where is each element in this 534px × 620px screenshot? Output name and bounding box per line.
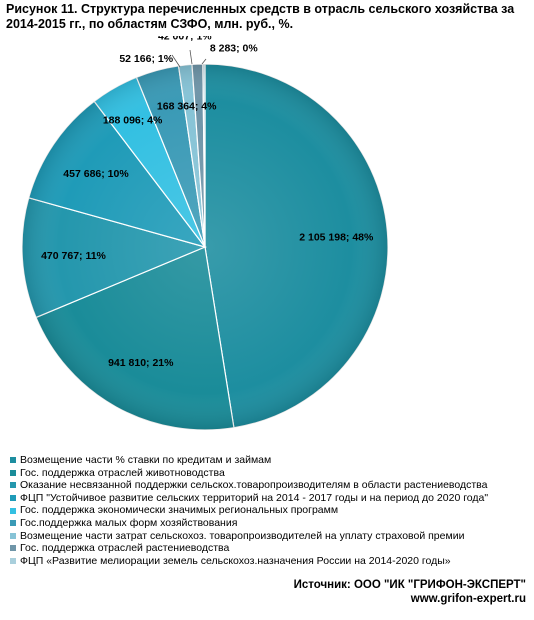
pie-slice-1 [204, 63, 389, 429]
legend-label-7: Возмещение части затрат сельскохоз. това… [20, 529, 465, 542]
pie-slice-label-7: 52 166; 1% [119, 53, 173, 65]
chart-title: Рисунок 11. Структура перечисленных сред… [6, 2, 526, 32]
legend-item-6: Гос.поддержка малых форм хозяйствования [10, 517, 530, 530]
legend-swatch-6 [10, 520, 16, 527]
legend-item-1: Возмещение части % ставки по кредитам и … [10, 454, 530, 467]
legend-swatch-4 [10, 495, 16, 502]
pie-slice-label-3: 470 767; 11% [41, 250, 106, 262]
pie-leader-line-1 [171, 54, 181, 68]
legend-swatch-8 [10, 545, 16, 552]
legend-label-2: Гос. поддержка отраслей животноводства [20, 466, 225, 479]
legend-label-4: ФЦП "Устойчивое развитие сельских террит… [20, 491, 489, 504]
legend-swatch-9 [10, 558, 16, 565]
pie-labels: 2 105 198; 48% 941 810; 21% 470 767; 11% 45… [41, 36, 374, 369]
legend-label-5: Гос. поддержка экономически значимых рег… [20, 504, 339, 517]
pie-slice-label-6: 168 364; 4% [157, 101, 217, 113]
source-block: Источник: ООО "ИК "ГРИФОН-ЭКСПЕРТ" www.g… [294, 578, 526, 606]
legend-item-2: Гос. поддержка отраслей животноводства [10, 467, 530, 480]
legend-swatch-7 [10, 532, 16, 539]
pie-leader-line-3 [201, 58, 207, 65]
chart-title-line-1: Рисунок 11. Структура перечисленных сред… [6, 2, 515, 16]
legend-label-6: Гос.поддержка малых форм хозяйствования [20, 516, 238, 529]
chart-title-line-2: 2014-2015 гг., по областям СЗФО, млн. ру… [6, 17, 294, 31]
legend-label-9: ФЦП «Развитие мелиорации земель сельскох… [20, 554, 451, 567]
source-text: Источник: ООО "ИК "ГРИФОН-ЭКСПЕРТ" [293, 579, 526, 591]
legend-swatch-1 [10, 457, 16, 464]
pie-chart: 2 105 198; 48% 941 810; 21% 470 767; 11% 45… [21, 36, 389, 431]
legend-swatch-2 [10, 469, 16, 476]
legend-label-3: Оказание несвязанной поддержки сельскох.… [20, 479, 488, 492]
legend-swatch-5 [10, 507, 16, 514]
legend-swatch-3 [10, 482, 16, 489]
chart-legend: Возмещение части % ставки по кредитам и … [10, 454, 530, 567]
pie-leader-line-2 [189, 49, 193, 65]
legend-item-7: Возмещение части затрат сельскохоз. това… [10, 530, 530, 543]
legend-item-5: Гос. поддержка экономически значимых рег… [10, 504, 530, 517]
pie-slice-label-1: 2 105 198; 48% [299, 232, 374, 244]
legend-label-8: Гос. поддержка отраслей растениеводства [20, 542, 230, 555]
pie-slice-label-4: 457 686; 10% [63, 168, 129, 180]
legend-item-4: ФЦП "Устойчивое развитие сельских террит… [10, 492, 530, 505]
legend-item-8: Гос. поддержка отраслей растениеводства [10, 542, 530, 555]
pie-slice-label-2: 941 810; 21% [108, 357, 174, 369]
legend-item-9: ФЦП «Развитие мелиорации земель сельскох… [10, 555, 530, 568]
pie-slices [21, 63, 389, 431]
pie-slice-label-9: 8 283; 0% [210, 42, 259, 54]
pie-slice-label-8: 42 007; 1% [158, 36, 212, 43]
source-url[interactable]: www.grifon-expert.ru [410, 593, 526, 605]
legend-item-3: Оказание несвязанной поддержки сельскох.… [10, 479, 530, 492]
legend-label-1: Возмещение части % ставки по кредитам и … [20, 454, 272, 466]
pie-slice-label-5: 188 096; 4% [103, 115, 163, 127]
